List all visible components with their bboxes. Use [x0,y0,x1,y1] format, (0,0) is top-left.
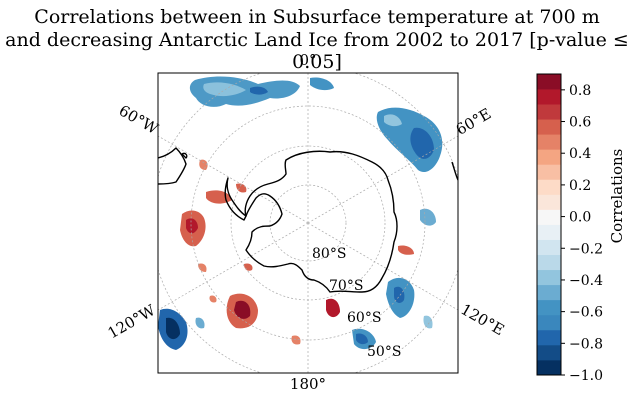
africa-coastline [451,161,458,181]
colorbar-segment [537,194,561,210]
colorbar-tick-label: −1.0 [569,368,603,384]
colorbar-frame [536,73,562,376]
colorbar-segment [537,104,561,120]
lon-label-180: 180° [290,375,326,393]
colorbar: 0.8 0.6 0.4 0.2 0.0 −0.2 −0.4 −0.6 −0.8 −1.0 [536,73,603,384]
map-panel [157,72,459,374]
colorbar-segment [537,74,561,90]
negative-correlation-region [356,333,368,345]
colorbar-tick-label: 0.0 [569,210,591,226]
lon-label-120w: 120°W [105,301,159,343]
colorbar-segment [537,314,561,331]
positive-correlation-region [291,335,301,345]
colorbar-tick-label: 0.2 [569,178,591,194]
south-america-coastline [158,147,187,185]
negative-correlation-region [195,317,205,329]
colorbar-label: Correlations [608,149,626,244]
lon-label-120e: 120°E [458,300,508,339]
graticule [158,73,458,373]
positive-correlation-region [236,183,247,193]
islands [181,152,188,159]
lat-label-60s: 60°S [347,310,381,326]
colorbar-tick-label: −0.6 [569,305,603,321]
colorbar-segment [537,359,561,376]
positive-correlation-region [234,300,251,319]
colorbar-segment [537,224,561,240]
colorbar-tick-label: 0.6 [569,115,591,131]
map-frame [157,72,459,374]
colorbar-tick-label: 0.4 [569,146,591,162]
negative-correlation-region [203,82,246,97]
colorbar-segment [537,329,561,346]
colorbar-segment [537,239,561,255]
colorbar-tick-label: −0.4 [569,273,603,289]
lat-label-70s: 70°S [329,278,363,294]
colorbar-segment [537,284,561,301]
colorbar-segment [537,344,561,361]
antarctic-peninsula [224,177,247,221]
colorbar-segment [537,89,561,105]
colorbar-segment [537,179,561,195]
negative-correlation-region [420,208,436,226]
coastline [158,147,458,293]
lon-label-60w: 60°W [116,101,162,138]
lon-label-60e: 60°E [453,104,495,138]
correlation-contours [158,76,443,350]
colorbar-tick-label: −0.8 [569,336,603,352]
colorbar-segment [537,149,561,165]
negative-correlation-region [166,317,180,340]
colorbar-segment [537,299,561,316]
negative-correlation-region [394,286,405,303]
negative-correlation-region [410,127,434,159]
negative-correlation-region [250,86,268,95]
colorbar-segment [537,164,561,180]
positive-correlation-region [209,295,217,303]
lon-label-0: 0° [299,51,316,69]
colorbar-segment [537,254,561,271]
positive-correlation-region [198,263,207,272]
antarctica-coastline [244,150,398,293]
figure-title-line-2: and decreasing Antarctic Land Ice from 2… [5,29,629,73]
negative-correlation-region [423,315,433,329]
lat-label-50s: 50°S [367,344,401,360]
colorbar-segment [537,209,561,225]
negative-correlation-region [310,77,334,91]
colorbar-tick-label: 0.8 [569,83,591,99]
positive-correlation-region [398,245,414,255]
negative-correlation-region [384,114,402,127]
lat-label-80s: 80°S [312,246,346,262]
positive-correlation-region [186,218,198,234]
colorbar-segment [537,119,561,135]
colorbar-segment [537,134,561,150]
positive-correlation-region [244,263,253,271]
figure-title-line-1: Correlations between in Subsurface tempe… [34,6,600,28]
positive-correlation-region [199,159,208,170]
colorbar-segment [537,269,561,286]
positive-correlation-region [326,298,340,318]
colorbar-tick-label: −0.2 [569,241,603,257]
